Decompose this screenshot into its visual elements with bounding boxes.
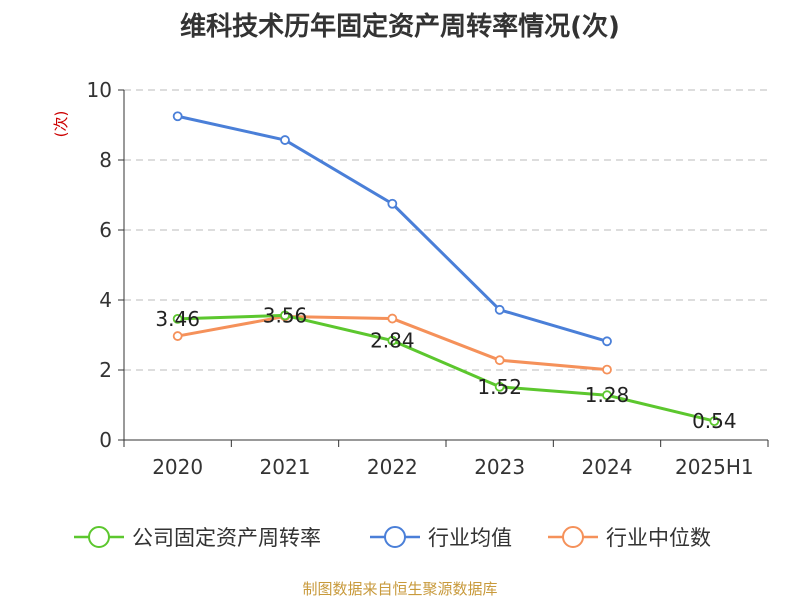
data-point-industry_median <box>494 355 505 366</box>
legend-item-industry_avg: 行业均值 <box>370 526 512 550</box>
y-tick-label: 0 <box>99 428 112 452</box>
legend-marker <box>562 526 584 548</box>
data-point-industry_median <box>387 313 398 324</box>
legend-item-company: 公司固定资产周转率 <box>74 526 321 550</box>
y-axis-unit-label: (次) <box>52 111 70 138</box>
chart-title: 维科技术历年固定资产周转率情况(次) <box>180 12 620 42</box>
legend-marker <box>384 526 406 548</box>
y-tick-label: 4 <box>99 288 112 312</box>
series-line-industry_avg <box>177 114 608 343</box>
data-point-company <box>387 335 398 346</box>
data-point-company <box>494 381 505 392</box>
legend-label: 公司固定资产周转率 <box>132 526 321 550</box>
series-company <box>172 310 720 427</box>
data-point-company <box>280 310 290 321</box>
x-tick-label: 2021 <box>260 455 311 479</box>
y-tick-label: 10 <box>87 78 112 102</box>
series-line-company <box>177 313 715 423</box>
legend: 公司固定资产周转率 行业均值 行业中位数 <box>74 526 711 550</box>
data-point-company <box>172 313 183 324</box>
source-note: 制图数据来自恒生聚源数据库 <box>302 580 498 598</box>
legend-item-industry_median: 行业中位数 <box>548 526 711 550</box>
y-tick-label: 6 <box>99 218 112 242</box>
data-label: 1.52 <box>477 375 522 399</box>
x-tick-label: 2025H1 <box>675 455 754 479</box>
data-point-industry_avg <box>280 135 290 145</box>
legend-label: 行业中位数 <box>606 526 711 550</box>
x-tick-label: 2020 <box>152 455 203 479</box>
y-tick-label: 8 <box>99 148 112 172</box>
legend-marker <box>88 526 110 548</box>
data-label: 3.56 <box>263 303 308 327</box>
data-point-company <box>602 390 612 401</box>
data-label: 2.84 <box>370 329 415 353</box>
data-point-industry_avg <box>387 198 398 209</box>
data-point-industry_avg <box>602 336 612 347</box>
data-label: 0.54 <box>692 409 737 433</box>
x-tick-label: 2022 <box>367 455 418 479</box>
data-point-industry_avg <box>494 304 505 315</box>
x-tick-label: 2024 <box>582 455 633 479</box>
data-point-industry_median <box>172 331 183 341</box>
series-lines <box>172 111 720 427</box>
y-tick-label: 2 <box>99 358 112 382</box>
data-label: 3.46 <box>155 307 200 331</box>
data-point-company <box>709 416 720 427</box>
series-industry_avg <box>172 111 612 347</box>
legend-label: 行业均值 <box>428 526 512 550</box>
data-point-industry_avg <box>172 111 183 122</box>
data-label: 1.28 <box>585 383 630 407</box>
data-labels: 3.46 3.56 2.84 1.52 1.28 0.54 <box>155 303 736 433</box>
data-point-industry_median <box>602 364 612 375</box>
x-tick-label: 2023 <box>474 455 525 479</box>
axes: 0 2 4 6 8 10 2020 2021 2022 2023 2024 2025H1 <box>87 78 769 479</box>
